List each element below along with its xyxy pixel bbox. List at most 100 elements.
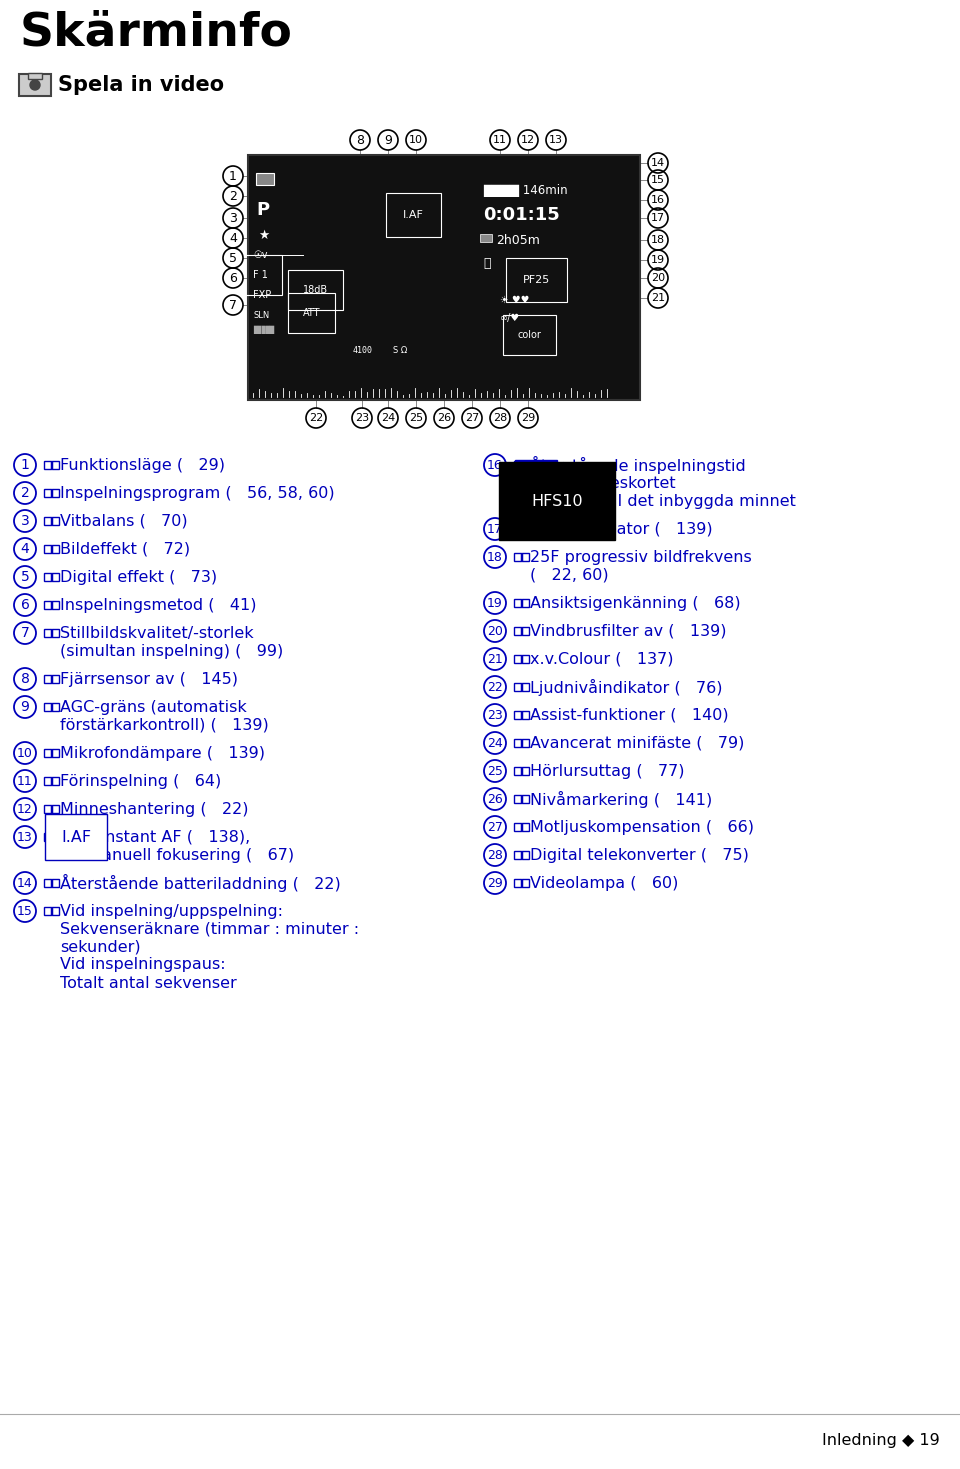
Text: Nivåmarkering (   141): Nivåmarkering ( 141) — [530, 790, 712, 808]
Text: PF25: PF25 — [523, 275, 550, 285]
FancyBboxPatch shape — [521, 823, 529, 831]
Text: 1: 1 — [229, 169, 237, 182]
FancyBboxPatch shape — [52, 906, 59, 915]
FancyBboxPatch shape — [52, 461, 59, 469]
FancyBboxPatch shape — [514, 851, 520, 859]
Text: 27: 27 — [465, 413, 479, 423]
Bar — [248, 156, 640, 400]
FancyBboxPatch shape — [514, 739, 520, 748]
Text: förstärkarkontroll) (   139): förstärkarkontroll) ( 139) — [60, 717, 269, 733]
Text: 18dB: 18dB — [303, 285, 328, 295]
Text: HFS10    I det inbyggda minnet: HFS10 I det inbyggda minnet — [530, 494, 796, 508]
Text: 3: 3 — [229, 212, 237, 225]
Text: 7: 7 — [229, 298, 237, 311]
FancyBboxPatch shape — [43, 674, 51, 683]
Text: 28: 28 — [487, 849, 503, 861]
Text: ★: ★ — [258, 229, 269, 241]
Text: Hörlursuttag (   77): Hörlursuttag ( 77) — [530, 764, 684, 779]
Text: 7: 7 — [20, 626, 30, 640]
Text: x.v.Colour (   137): x.v.Colour ( 137) — [530, 651, 674, 667]
Text: sekunder): sekunder) — [60, 940, 140, 955]
Text: 6: 6 — [20, 598, 30, 613]
Text: 29: 29 — [521, 413, 535, 423]
FancyBboxPatch shape — [514, 524, 520, 533]
Text: Stillbildskvalitet/-storlek: Stillbildskvalitet/-storlek — [60, 626, 253, 640]
FancyBboxPatch shape — [43, 833, 51, 840]
Text: F 1: F 1 — [253, 270, 268, 281]
FancyBboxPatch shape — [52, 573, 59, 582]
Bar — [480, 234, 492, 242]
FancyBboxPatch shape — [43, 777, 51, 784]
Text: 11: 11 — [493, 135, 507, 145]
Text: ATT: ATT — [303, 308, 321, 317]
Text: Ansiktsigenkänning (   68): Ansiktsigenkänning ( 68) — [530, 595, 740, 611]
FancyBboxPatch shape — [514, 552, 520, 561]
Text: ⭕: ⭕ — [483, 257, 491, 269]
FancyBboxPatch shape — [514, 823, 520, 831]
Text: 25F progressiv bildfrekvens: 25F progressiv bildfrekvens — [530, 549, 752, 564]
Text: 10: 10 — [17, 746, 33, 759]
Text: 14: 14 — [651, 159, 665, 167]
Text: Inspelningsprogram (   56, 58, 60): Inspelningsprogram ( 56, 58, 60) — [60, 485, 335, 501]
Text: 9: 9 — [384, 134, 392, 147]
Text: ∞/♥: ∞/♥ — [500, 313, 520, 323]
Text: Återstående inspelningstid: Återstående inspelningstid — [530, 455, 746, 474]
Text: 9: 9 — [20, 701, 30, 714]
FancyBboxPatch shape — [19, 73, 51, 95]
FancyBboxPatch shape — [43, 573, 51, 582]
Text: Bildeffekt (   72): Bildeffekt ( 72) — [60, 542, 190, 557]
Text: (   22, 60): ( 22, 60) — [530, 567, 609, 583]
FancyBboxPatch shape — [514, 767, 520, 776]
Text: Totalt antal sekvenser: Totalt antal sekvenser — [60, 975, 237, 990]
Text: 5: 5 — [229, 251, 237, 264]
Text: 10: 10 — [409, 135, 423, 145]
FancyBboxPatch shape — [521, 599, 529, 607]
Text: 23: 23 — [487, 708, 503, 721]
Text: 16: 16 — [651, 195, 665, 206]
Text: 18: 18 — [487, 551, 503, 564]
Text: 8: 8 — [20, 671, 30, 686]
Text: 21: 21 — [487, 652, 503, 665]
Text: 4: 4 — [229, 232, 237, 244]
Circle shape — [30, 79, 40, 90]
Bar — [256, 173, 274, 185]
FancyBboxPatch shape — [514, 655, 520, 663]
FancyBboxPatch shape — [43, 878, 51, 887]
Text: 21: 21 — [651, 292, 665, 303]
Text: 3: 3 — [20, 514, 30, 527]
Text: SLN: SLN — [253, 310, 269, 319]
FancyBboxPatch shape — [52, 517, 59, 524]
Text: 14: 14 — [17, 877, 33, 890]
Text: 11: 11 — [17, 774, 33, 787]
Text: Bildstabilisator (   139): Bildstabilisator ( 139) — [530, 521, 712, 536]
FancyBboxPatch shape — [52, 629, 59, 638]
Text: ☀ ♥♥: ☀ ♥♥ — [500, 295, 529, 306]
Text: 5: 5 — [20, 570, 30, 585]
FancyBboxPatch shape — [43, 749, 51, 757]
Text: ☉v: ☉v — [253, 250, 268, 260]
Text: Vindbrusfilter av (   139): Vindbrusfilter av ( 139) — [530, 623, 727, 639]
Text: 12: 12 — [17, 802, 33, 815]
Text: Fjärrsensor av (   145): Fjärrsensor av ( 145) — [60, 671, 238, 686]
Text: Digital effekt (   73): Digital effekt ( 73) — [60, 570, 217, 585]
FancyBboxPatch shape — [521, 795, 529, 804]
FancyBboxPatch shape — [52, 749, 59, 757]
Text: Vid inspelning/uppspelning:: Vid inspelning/uppspelning: — [60, 903, 283, 918]
FancyBboxPatch shape — [521, 739, 529, 748]
Text: 20: 20 — [487, 624, 503, 638]
Text: 26: 26 — [487, 792, 503, 805]
FancyBboxPatch shape — [521, 683, 529, 690]
FancyBboxPatch shape — [514, 711, 520, 718]
Text: På minneskortet: På minneskortet — [530, 476, 676, 491]
Text: 1: 1 — [20, 458, 30, 472]
Text: ⧉: ⧉ — [531, 476, 540, 491]
Text: 23: 23 — [355, 413, 369, 423]
FancyBboxPatch shape — [43, 545, 51, 552]
Text: 27: 27 — [487, 821, 503, 833]
FancyBboxPatch shape — [521, 461, 529, 469]
Text: 2: 2 — [229, 190, 237, 203]
FancyBboxPatch shape — [521, 851, 529, 859]
FancyBboxPatch shape — [521, 552, 529, 561]
FancyBboxPatch shape — [43, 489, 51, 497]
Text: AGC-gräns (automatisk: AGC-gräns (automatisk — [60, 699, 247, 714]
